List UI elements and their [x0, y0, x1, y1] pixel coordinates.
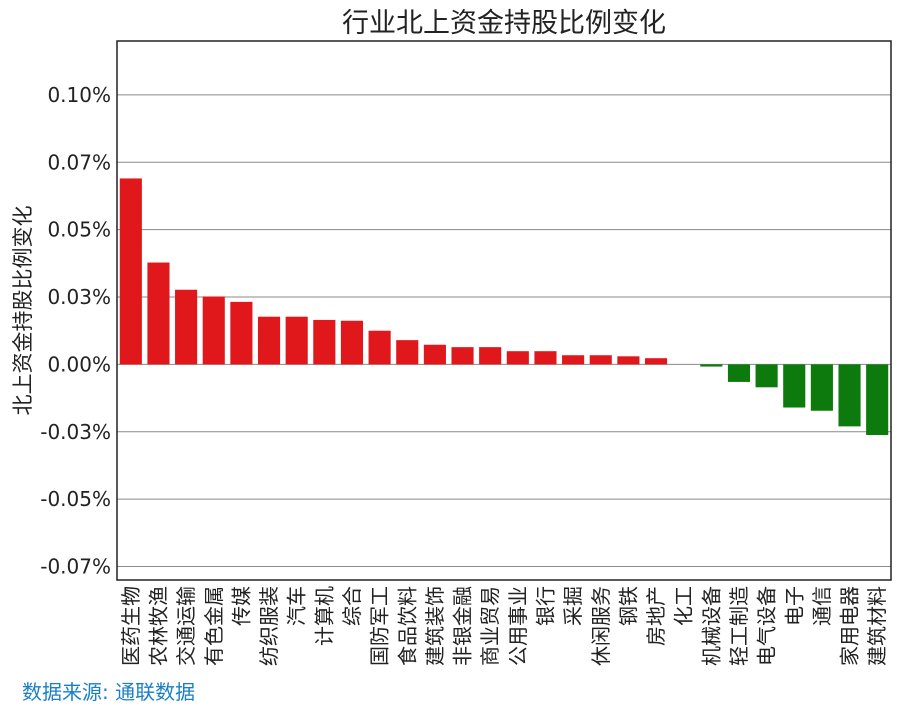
x-tick-label: 电子 — [782, 586, 806, 626]
bar-15 — [506, 351, 529, 365]
plot-frame — [116, 40, 892, 581]
bar-5 — [230, 301, 253, 365]
x-tick-label: 公用事业 — [506, 586, 530, 666]
y-tick-label: 0.03% — [47, 285, 111, 309]
bar-2 — [147, 262, 170, 365]
y-tick-labels: 0.10% 0.07% 0.05% 0.03% 0.00% -0.03% -0.05% -0.… — [40, 83, 111, 579]
bar-26 — [810, 364, 833, 411]
bar-10 — [368, 330, 391, 365]
x-tick-labels: 医药生物 农林牧渔 交通运输 有色金属 传媒 纺织服装 汽车 计算机 综合 国防军工 食品饮料 建筑装… — [119, 586, 889, 666]
x-tick-label: 纺织服装 — [257, 586, 281, 666]
x-tick-label: 电气设备 — [755, 586, 779, 666]
y-tick-label: -0.05% — [40, 487, 111, 511]
x-tick-label: 通信 — [810, 586, 834, 626]
x-tick-label: 钢铁 — [616, 586, 640, 626]
x-tick-label: 轻工制造 — [727, 586, 751, 666]
y-tick-label: 0.07% — [47, 150, 111, 174]
bar-13 — [451, 347, 474, 365]
y-tick-label: -0.03% — [40, 420, 111, 444]
x-tick-label: 医药生物 — [119, 586, 143, 666]
bar-19 — [617, 356, 640, 365]
bar-8 — [313, 319, 336, 365]
bars — [119, 178, 889, 436]
chart-title: 行业北上资金持股比例变化 — [342, 8, 666, 39]
x-tick-label: 非银金融 — [451, 586, 475, 666]
x-tick-label: 银行 — [533, 586, 557, 626]
bar-18 — [589, 355, 612, 365]
x-tick-label: 休闲服务 — [589, 586, 613, 666]
bar-1 — [119, 178, 142, 365]
x-tick-label: 化工 — [672, 586, 696, 626]
x-tick-label: 汽车 — [285, 586, 309, 626]
bar-14 — [479, 347, 502, 365]
bar-7 — [285, 316, 308, 365]
bar-28 — [866, 364, 889, 436]
x-tick-label: 农林牧渔 — [146, 586, 170, 666]
x-tick-label: 计算机 — [312, 586, 336, 646]
x-tick-label: 房地产 — [644, 586, 668, 646]
bar-23 — [727, 364, 751, 382]
bar-24 — [755, 364, 778, 388]
x-tick-label: 建筑材料 — [865, 586, 889, 666]
y-tick-label: 0.00% — [47, 352, 111, 376]
x-tick-label: 机械设备 — [699, 586, 723, 666]
bar-17 — [562, 355, 585, 365]
bar-6 — [257, 316, 281, 365]
x-tick-label: 传媒 — [229, 586, 253, 626]
bar-22 — [700, 364, 723, 367]
bar-12 — [423, 344, 446, 365]
x-tick-label: 采掘 — [561, 586, 585, 626]
x-tick-label: 建筑装饰 — [423, 586, 447, 666]
source-note: 数据来源: 通联数据 — [22, 680, 196, 704]
y-axis-label: 北上资金持股比例变化 — [11, 206, 35, 416]
bar-25 — [783, 364, 806, 408]
bar-20 — [644, 358, 668, 365]
bar-27 — [838, 364, 861, 427]
x-tick-label: 家用电器 — [838, 586, 862, 666]
x-tick-label: 国防军工 — [368, 586, 392, 666]
bar-3 — [175, 289, 198, 365]
bar-11 — [396, 340, 419, 365]
x-tick-label: 交通运输 — [174, 586, 198, 666]
x-tick-label: 综合 — [340, 586, 364, 626]
bar-16 — [534, 351, 557, 365]
y-tick-label: -0.07% — [40, 555, 111, 579]
x-tick-label: 有色金属 — [202, 586, 226, 666]
y-tick-label: 0.10% — [47, 83, 111, 107]
bar-4 — [202, 296, 225, 365]
y-tick-label: 0.05% — [47, 218, 111, 242]
bar-9 — [340, 320, 364, 365]
x-tick-label: 食品饮料 — [395, 586, 419, 666]
x-tick-label: 商业贸易 — [478, 586, 502, 666]
